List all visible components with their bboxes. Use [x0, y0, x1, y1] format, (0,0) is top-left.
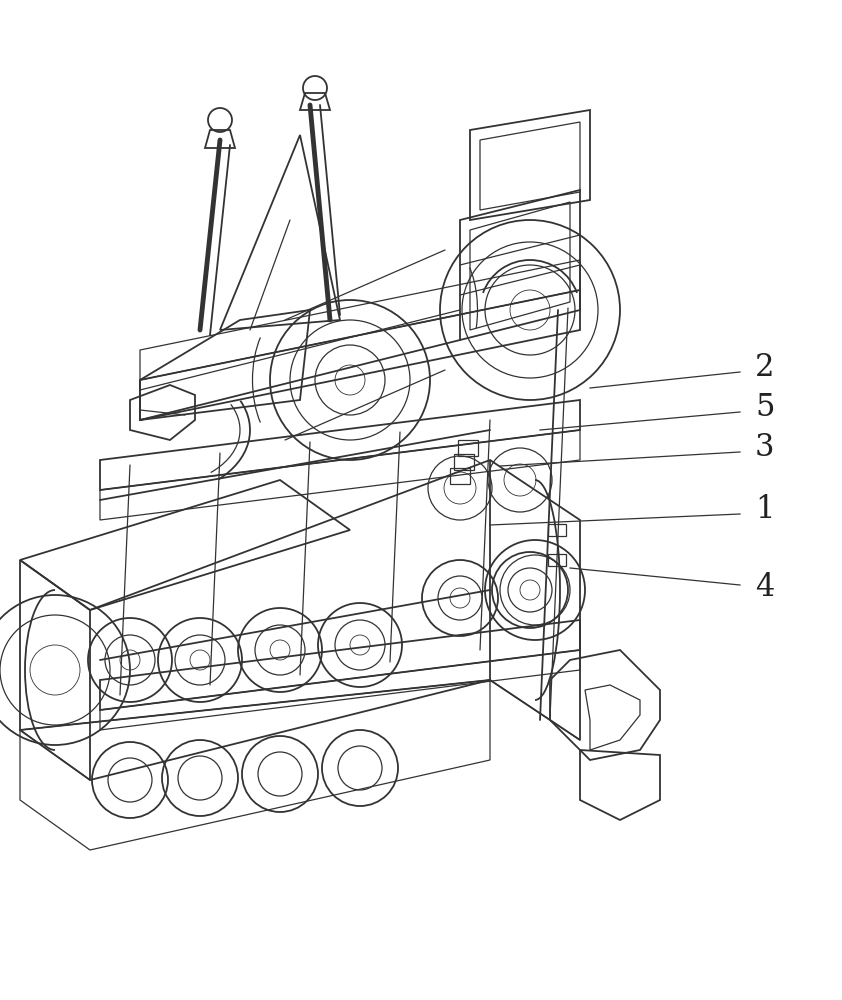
- Text: 2: 2: [755, 353, 775, 383]
- Text: 3: 3: [755, 432, 775, 464]
- Text: 5: 5: [755, 392, 775, 424]
- Text: 1: 1: [755, 494, 775, 526]
- Text: 4: 4: [755, 572, 775, 603]
